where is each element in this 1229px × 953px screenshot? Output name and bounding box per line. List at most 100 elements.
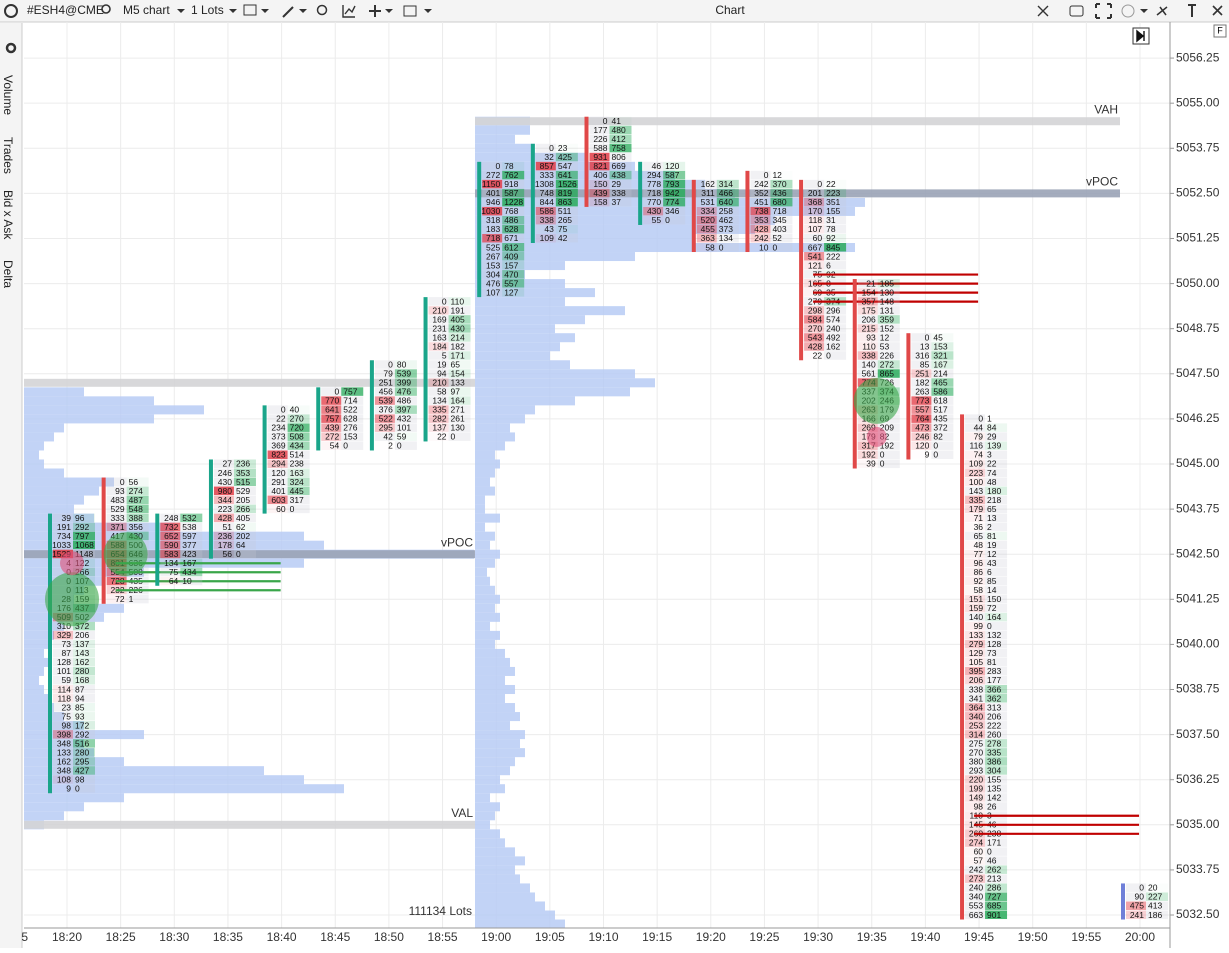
timeframe[interactable]: M5 chart	[123, 3, 170, 17]
ask-cell	[985, 748, 1008, 757]
bid-volume: 54	[330, 441, 340, 451]
ask-volume: 94	[75, 693, 85, 703]
close-icon[interactable]	[1212, 5, 1223, 16]
scroll-to-end-icon[interactable]	[1136, 29, 1145, 43]
ask-cell	[985, 558, 1008, 568]
ask-cell	[985, 712, 1008, 721]
bid-cell	[428, 297, 449, 306]
ask-volume: 154	[451, 369, 465, 379]
bid-cell	[535, 161, 556, 171]
ask-volume: 167	[933, 360, 947, 370]
screenshot-icon[interactable]	[1069, 5, 1084, 17]
ask-volume: 13	[987, 513, 997, 523]
ask-volume: 432	[397, 414, 411, 424]
dropdown-arrow[interactable]	[385, 9, 393, 13]
search-icon[interactable]	[101, 4, 111, 14]
dropdown-arrow[interactable]	[424, 9, 432, 13]
dropdown-arrow[interactable]	[1140, 9, 1148, 13]
profile-bar	[475, 567, 487, 577]
dropdown-arrow[interactable]	[299, 9, 307, 13]
indicators-icon[interactable]	[342, 5, 356, 18]
bid-cell	[965, 585, 986, 595]
corner-box[interactable]	[1213, 24, 1227, 38]
corner-label[interactable]: F	[1217, 25, 1223, 35]
bid-volume: 22	[276, 414, 286, 424]
profile-bar	[24, 721, 84, 731]
panel-toggle[interactable]: Volume	[1, 75, 15, 115]
layout-icon[interactable]	[403, 5, 417, 17]
bid-volume: 92	[974, 576, 984, 586]
chart-type-icon[interactable]	[243, 4, 257, 16]
ask-cell	[931, 441, 954, 450]
bid-volume: 93	[115, 486, 125, 496]
bid-volume: 51	[222, 522, 232, 532]
bid-cell	[53, 694, 73, 703]
dropdown-arrow[interactable]	[229, 9, 237, 13]
ask-cell	[180, 567, 203, 577]
lots[interactable]: 1 Lots	[191, 3, 224, 17]
ask-cell	[716, 188, 739, 198]
ask-volume: 587	[665, 170, 679, 180]
fullscreen-icon[interactable]	[1095, 3, 1112, 19]
x-tick-label: 19:35	[857, 930, 887, 944]
ask-volume: 286	[987, 883, 1001, 893]
crosshair-icon[interactable]	[1037, 5, 1049, 17]
dropdown-arrow[interactable]	[177, 9, 185, 13]
bid-volume: 428	[808, 341, 822, 351]
panel-toggle[interactable]: Trades	[1, 137, 15, 174]
bid-cell	[643, 170, 664, 180]
panel-toggle[interactable]: Delta	[1, 260, 15, 288]
sidebar: Volume Trades Bid x Ask Delta	[0, 23, 23, 948]
profile-bar	[24, 477, 114, 487]
ask-volume: 797	[75, 531, 89, 541]
bid-volume: 79	[383, 369, 393, 379]
add-icon[interactable]	[369, 5, 381, 17]
zoom-icon[interactable]	[316, 4, 328, 16]
profile-bar	[24, 504, 74, 514]
ask-cell	[931, 405, 954, 414]
ask-cell	[233, 540, 256, 550]
panel-toggle[interactable]: Bid x Ask	[1, 190, 15, 240]
settings-icon[interactable]	[1156, 6, 1168, 16]
ask-volume: 162	[826, 341, 840, 351]
bid-cell	[804, 215, 825, 225]
bid-cell	[374, 360, 395, 369]
ask-volume: 59	[397, 432, 407, 442]
bid-cell	[589, 179, 610, 189]
dropdown-arrow[interactable]	[261, 9, 269, 13]
settings-gear[interactable]	[5, 42, 17, 54]
bid-volume: 980	[218, 486, 232, 496]
ask-cell	[233, 549, 256, 559]
ask-volume: 612	[504, 242, 518, 252]
ask-volume: 20	[1148, 883, 1158, 893]
theme-icon[interactable]	[1121, 4, 1135, 18]
ask-volume: 130	[880, 287, 894, 297]
ask-volume: 538	[182, 522, 196, 532]
symbol[interactable]: #ESH4@CME	[27, 3, 104, 17]
bid-cell	[589, 161, 610, 171]
ask-cell	[341, 441, 364, 450]
ask-cell	[448, 378, 471, 387]
profile-bar	[24, 766, 264, 776]
bid-cell	[643, 206, 664, 216]
bid-volume: 158	[593, 197, 607, 207]
profile-bar	[475, 233, 695, 243]
bid-volume: 210	[432, 378, 446, 388]
logo[interactable]	[4, 4, 18, 18]
pin-icon[interactable]	[1188, 4, 1196, 17]
candle-body	[316, 387, 321, 451]
profile-bar	[475, 125, 530, 135]
bid-volume: 58	[437, 387, 447, 397]
bid-cell	[857, 333, 878, 342]
bid-volume: 376	[379, 405, 393, 415]
bid-volume: 9	[66, 783, 71, 793]
draw-icon[interactable]	[282, 6, 294, 18]
bid-volume: 116	[969, 441, 983, 451]
ask-cell	[824, 206, 847, 216]
profile-bar	[475, 297, 565, 307]
profile-bar	[475, 558, 495, 568]
ask-cell	[877, 315, 900, 324]
candle-body	[799, 179, 804, 361]
bid-volume: 456	[379, 387, 393, 397]
ask-cell	[448, 297, 471, 306]
